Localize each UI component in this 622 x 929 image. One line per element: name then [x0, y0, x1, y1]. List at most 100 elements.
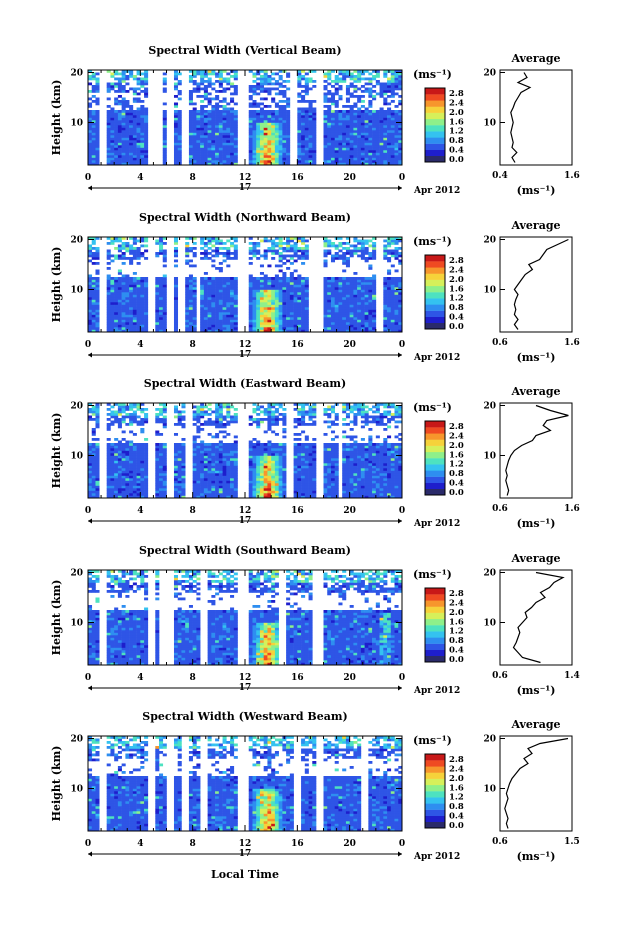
- heatmap-cell: [274, 130, 279, 133]
- heatmap-cell: [144, 319, 149, 323]
- heatmap-cell: [196, 430, 201, 434]
- heatmap-cell: [88, 125, 93, 128]
- heatmap-cell: [95, 405, 100, 409]
- heatmap-cell: [342, 152, 347, 156]
- heatmap-cell: [308, 155, 313, 158]
- heatmap-cell: [106, 307, 111, 310]
- heatmap-cell: [95, 80, 100, 83]
- heatmap-cell: [282, 307, 287, 310]
- heatmap-cell: [357, 289, 362, 293]
- heatmap-cell: [230, 142, 235, 146]
- heatmap-cell: [136, 460, 141, 464]
- heatmap-cell: [274, 294, 279, 298]
- heatmap-cell: [297, 142, 302, 146]
- heatmap-cell: [95, 460, 100, 464]
- heatmap-cell: [278, 319, 283, 323]
- heatmap-cell: [203, 465, 208, 469]
- colorbar-swatch: [425, 94, 445, 101]
- heatmap-cell: [357, 75, 362, 78]
- heatmap-cell: [230, 160, 235, 163]
- heatmap-cell: [162, 142, 167, 146]
- heatmap-cell: [88, 470, 93, 474]
- heatmap-cell: [248, 307, 253, 310]
- heatmap-cell: [342, 105, 347, 108]
- heatmap-cell: [368, 152, 373, 156]
- heatmap-cell: [394, 85, 399, 88]
- heatmap-cell: [379, 127, 384, 131]
- heatmap-cell: [140, 107, 145, 111]
- heatmap-cell: [278, 242, 283, 245]
- heatmap-cell: [330, 282, 336, 285]
- heatmap-cell: [211, 314, 216, 318]
- heatmap-cell: [88, 468, 93, 471]
- heatmap-cell: [323, 105, 328, 108]
- heatmap-cell: [357, 297, 362, 300]
- heatmap-cell: [132, 458, 137, 461]
- heatmap-cell: [162, 284, 167, 288]
- heatmap-cell: [278, 309, 283, 313]
- heatmap-cell: [360, 120, 365, 123]
- heatmap-cell: [215, 478, 220, 481]
- heatmap-cell: [304, 247, 309, 250]
- heatmap-cell: [357, 130, 362, 133]
- heatmap-cell: [218, 294, 223, 298]
- heatmap-cell: [117, 72, 122, 76]
- heatmap-cell: [140, 309, 145, 313]
- heatmap-cell: [173, 307, 179, 310]
- heatmap-cell: [129, 420, 134, 424]
- heatmap-cell: [192, 90, 197, 93]
- heatmap-cell: [207, 324, 212, 328]
- heatmap-cell: [106, 87, 111, 91]
- heatmap-cell: [129, 493, 134, 496]
- heatmap-cell: [226, 112, 231, 116]
- heatmap-cell: [342, 112, 347, 116]
- heatmap-cell: [159, 314, 164, 318]
- heatmap-cell: [226, 162, 231, 166]
- heatmap-cell: [188, 102, 193, 106]
- heatmap-cell: [173, 130, 179, 133]
- heatmap-cell: [286, 87, 291, 91]
- heatmap-cell: [91, 448, 96, 451]
- heatmap-cell: [203, 485, 208, 489]
- heatmap-cell: [301, 329, 306, 333]
- heatmap-cell: [106, 425, 111, 429]
- heatmap-cell: [196, 485, 201, 489]
- heatmap-cell: [327, 292, 332, 295]
- heatmap-cell: [342, 282, 347, 285]
- heatmap-cell: [248, 262, 253, 265]
- heatmap-cell: [286, 307, 291, 310]
- heatmap-cell: [192, 160, 197, 163]
- heatmap-cell: [215, 277, 220, 280]
- heatmap-cell: [293, 289, 298, 293]
- heatmap-cell: [110, 420, 115, 424]
- heatmap-cell: [132, 304, 137, 308]
- heatmap-cell: [349, 329, 354, 333]
- heatmap-cell: [349, 294, 354, 298]
- heatmap-cell: [259, 317, 264, 320]
- colorbar-tick-label: 0.8: [449, 136, 464, 146]
- heatmap-cell: [114, 322, 119, 325]
- heatmap-cell: [140, 72, 145, 76]
- heatmap-cell: [345, 92, 350, 96]
- heatmap-cell: [230, 284, 235, 288]
- heatmap-cell: [125, 100, 130, 103]
- heatmap-cell: [248, 155, 253, 158]
- heatmap-cell: [233, 145, 238, 148]
- heatmap-cell: [162, 468, 167, 471]
- heatmap-cell: [349, 150, 354, 153]
- colorbar-swatch: [425, 156, 445, 162]
- heatmap-cell: [372, 85, 377, 88]
- heatmap-cell: [383, 329, 388, 333]
- heatmap-cell: [121, 307, 126, 310]
- heatmap-cell: [95, 329, 100, 333]
- heatmap-cell: [211, 87, 216, 91]
- heatmap-cell: [177, 483, 182, 486]
- heatmap-cell: [379, 155, 384, 158]
- heatmap-cell: [117, 463, 122, 466]
- heatmap-cell: [390, 90, 395, 93]
- heatmap-cell: [91, 488, 96, 491]
- heatmap-cell: [349, 122, 354, 126]
- heatmap-cell: [368, 92, 373, 96]
- heatmap-cell: [222, 319, 227, 323]
- heatmap-cell: [117, 140, 122, 143]
